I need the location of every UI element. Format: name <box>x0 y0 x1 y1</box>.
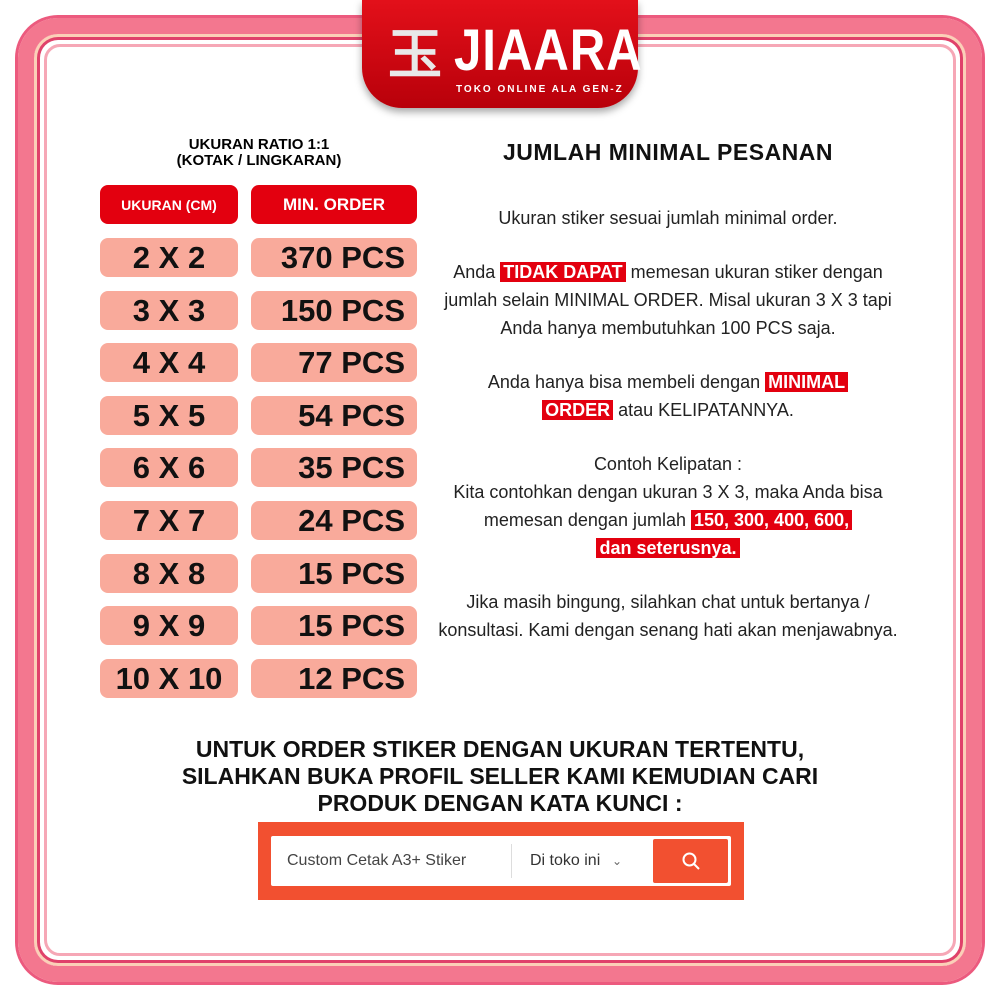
min-order-cell: 150 PCS <box>251 290 417 330</box>
size-cell: 9 X 9 <box>100 606 238 646</box>
size-cell: 3 X 3 <box>100 290 238 330</box>
search-button[interactable] <box>653 839 728 883</box>
footer-line2: SILAHKAN BUKA PROFIL SELLER KAMI KEMUDIA… <box>181 763 819 789</box>
brand-banner: 玉 JIAARA TOKO ONLINE ALA GEN-Z <box>362 0 642 108</box>
min-order-cell: 15 PCS <box>251 606 417 646</box>
size-cell: 10 X 10 <box>100 658 238 698</box>
size-cell: 5 X 5 <box>100 395 238 435</box>
highlight-order: ORDER <box>542 400 614 420</box>
min-order-cell: 54 PCS <box>251 395 417 435</box>
size-cell: 4 X 4 <box>100 343 238 383</box>
brand-logo-icon: 玉 <box>388 22 442 86</box>
table-title: UKURAN RATIO 1:1 (KOTAK / LINGKARAN) <box>100 137 418 169</box>
table-title-line2: (KOTAK / LINGKARAN) <box>176 152 342 169</box>
header-size: UKURAN (CM) <box>100 185 238 224</box>
info-p3: Anda hanya bisa membeli dengan MINIMAL OR… <box>430 368 906 424</box>
info-p2: Anda TIDAK DAPAT memesan ukuran stiker d… <box>444 262 892 338</box>
highlight-tidak-dapat: TIDAK DAPAT <box>500 262 626 282</box>
info-section: JUMLAH MINIMAL PESANAN Ukuran stiker ses… <box>430 138 906 670</box>
header-min-order: MIN. ORDER <box>251 185 417 224</box>
search-bar: Custom Cetak A3+ Stiker Di toko ini ⌄ <box>258 822 744 900</box>
chevron-down-icon[interactable]: ⌄ <box>612 854 623 868</box>
footer-line1: UNTUK ORDER STIKER DENGAN UKURAN TERTENT… <box>195 736 805 762</box>
brand-tagline: TOKO ONLINE ALA GEN-Z <box>456 84 624 95</box>
min-order-cell: 35 PCS <box>251 448 417 488</box>
highlight-etc: dan seterusnya. <box>596 538 740 558</box>
brand-name: JIAARA <box>454 18 643 83</box>
search-input[interactable]: Custom Cetak A3+ Stiker <box>287 852 467 869</box>
min-order-cell: 77 PCS <box>251 343 417 383</box>
search-icon <box>682 852 700 870</box>
size-cell: 7 X 7 <box>100 501 238 540</box>
footer-line3: PRODUK DENGAN KATA KUNCI : <box>317 790 683 816</box>
min-order-cell: 15 PCS <box>251 553 417 593</box>
highlight-minimal: MINIMAL <box>765 372 849 392</box>
search-scope-select[interactable]: Di toko ini <box>530 852 601 869</box>
footer-instructions: UNTUK ORDER STIKER DENGAN UKURAN TERTENT… <box>60 736 940 817</box>
table-title-line1: UKURAN RATIO 1:1 <box>188 136 330 153</box>
info-p5: Jika masih bingung, silahkan chat untuk … <box>438 592 898 640</box>
min-order-cell: 24 PCS <box>251 501 417 540</box>
divider <box>511 844 512 878</box>
info-p1: Ukuran stiker sesuai jumlah minimal orde… <box>498 208 838 228</box>
info-heading: JUMLAH MINIMAL PESANAN <box>502 139 834 165</box>
min-order-cell: 370 PCS <box>251 238 417 277</box>
highlight-multiples: 150, 300, 400, 600, <box>690 510 853 530</box>
size-cell: 8 X 8 <box>100 553 238 593</box>
size-cell: 6 X 6 <box>100 448 238 488</box>
size-cell: 2 X 2 <box>100 238 238 277</box>
min-order-cell: 12 PCS <box>251 658 417 698</box>
decorative-frame <box>18 18 982 982</box>
info-p4: Contoh Kelipatan : Kita contohkan dengan … <box>453 454 883 558</box>
